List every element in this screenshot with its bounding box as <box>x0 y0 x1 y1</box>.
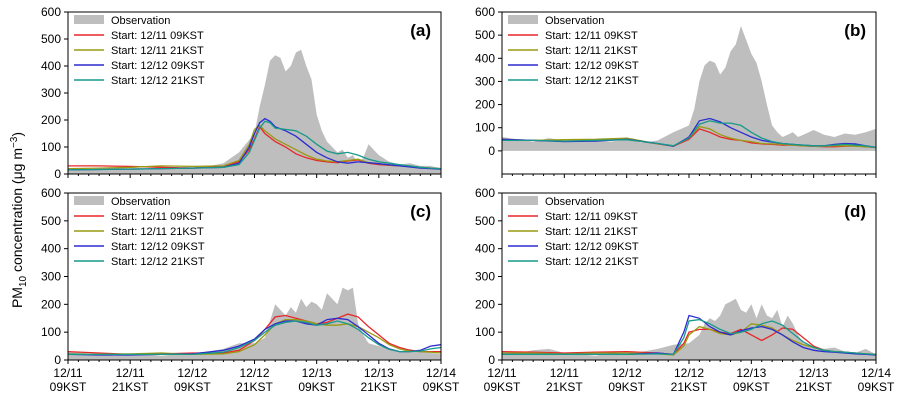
legend-swatch-observation <box>74 15 104 24</box>
x-tick-label-time: 09KST <box>608 380 645 394</box>
x-tick-label-date: 12/12 <box>177 366 207 380</box>
panel-3: 010020030040050060012/1109KST12/1121KST1… <box>475 186 895 394</box>
legend-label-series: Start: 12/12 09KST <box>545 241 639 253</box>
x-tick-label-time: 09KST <box>423 380 460 394</box>
x-tick-label-date: 12/14 <box>861 366 891 380</box>
x-tick-label-date: 12/13 <box>736 366 766 380</box>
panel-2: 010020030040050060012/1109KST12/1121KST1… <box>41 186 460 394</box>
y-tick-label: 300 <box>41 270 61 284</box>
y-tick-label: 200 <box>41 113 61 127</box>
legend-label-series: Start: 12/11 09KST <box>111 211 204 223</box>
observation-area <box>502 298 876 360</box>
y-tick-label: 400 <box>475 242 495 256</box>
legend-label-series: Start: 12/12 21KST <box>545 256 639 268</box>
series-line-3 <box>502 318 877 356</box>
y-tick-label: 200 <box>41 297 61 311</box>
y-tick-label: 300 <box>41 86 61 100</box>
y-tick-label: 0 <box>54 353 61 367</box>
y-tick-label: 200 <box>475 98 495 112</box>
y-tick-label: 600 <box>475 186 495 200</box>
legend-label-observation: Observation <box>545 196 604 208</box>
y-tick-label: 100 <box>475 325 495 339</box>
x-tick-label-time: 09KST <box>50 380 87 394</box>
y-tick-label: 300 <box>475 74 495 88</box>
legend-label-series: Start: 12/11 09KST <box>545 30 638 42</box>
x-tick-label-time: 09KST <box>733 380 770 394</box>
y-tick-label: 500 <box>41 214 61 228</box>
series-line-3 <box>502 120 877 149</box>
legend-label-series: Start: 12/12 09KST <box>111 60 205 72</box>
panel-label: (b) <box>844 21 866 40</box>
y-tick-label: 400 <box>475 51 495 65</box>
legend-label-observation: Observation <box>111 196 170 208</box>
x-tick-label-time: 09KST <box>858 380 895 394</box>
observation-area <box>502 25 876 151</box>
y-tick-label: 600 <box>475 5 495 19</box>
legend-label-series: Start: 12/12 09KST <box>111 241 205 253</box>
x-tick-label-date: 12/11 <box>550 366 579 380</box>
x-tick-label-date: 12/12 <box>612 366 642 380</box>
x-tick-label-date: 12/12 <box>239 366 269 380</box>
x-tick-label-time: 09KST <box>174 380 211 394</box>
y-tick-label: 200 <box>475 297 495 311</box>
y-tick-label: 300 <box>475 270 495 284</box>
legend-label-series: Start: 12/11 09KST <box>111 30 204 42</box>
y-axis-label: PM10 concentration (μg m−3) <box>9 132 29 308</box>
panel-label: (a) <box>410 21 431 40</box>
series-line-3 <box>67 120 442 171</box>
legend-swatch-observation <box>508 196 538 205</box>
y-tick-label: 100 <box>475 121 495 135</box>
legend-label-observation: Observation <box>111 15 170 27</box>
x-tick-label-date: 12/13 <box>364 366 394 380</box>
x-tick-label-date: 12/13 <box>302 366 332 380</box>
legend-swatch-observation <box>74 196 104 205</box>
y-tick-label: 100 <box>41 140 61 154</box>
x-tick-label-date: 12/11 <box>53 366 82 380</box>
x-tick-label-time: 21KST <box>795 380 832 394</box>
x-tick-label-time: 21KST <box>236 380 273 394</box>
legend-label-observation: Observation <box>545 15 604 27</box>
series-line-2 <box>67 117 442 171</box>
x-tick-label-time: 21KST <box>360 380 397 394</box>
legend-label-series: Start: 12/11 21KST <box>545 226 638 238</box>
y-tick-label: 600 <box>41 186 61 200</box>
legend-label-series: Start: 12/11 09KST <box>545 211 638 223</box>
legend-label-series: Start: 12/11 21KST <box>545 45 638 57</box>
legend-label-series: Start: 12/11 21KST <box>111 45 204 57</box>
x-tick-label-date: 12/13 <box>799 366 829 380</box>
x-tick-label-time: 21KST <box>112 380 149 394</box>
legend-swatch-observation <box>508 15 538 24</box>
x-tick-label-date: 12/12 <box>674 366 704 380</box>
legend-label-series: Start: 12/12 21KST <box>111 75 205 87</box>
y-tick-label: 100 <box>41 325 61 339</box>
x-tick-label-time: 21KST <box>546 380 583 394</box>
x-tick-label-date: 12/11 <box>116 366 145 380</box>
legend-label-series: Start: 12/11 21KST <box>111 226 204 238</box>
y-tick-label: 600 <box>41 5 61 19</box>
y-tick-label: 500 <box>475 28 495 42</box>
panel-label: (c) <box>410 202 431 221</box>
y-tick-label: 400 <box>41 59 61 73</box>
x-tick-label-time: 09KST <box>298 380 335 394</box>
x-tick-label-date: 12/14 <box>426 366 456 380</box>
x-tick-label-date: 12/11 <box>487 366 516 380</box>
legend-label-series: Start: 12/12 21KST <box>545 75 639 87</box>
y-tick-label: 500 <box>41 32 61 46</box>
panel-label: (d) <box>844 202 866 221</box>
observation-area <box>68 49 441 174</box>
legend-label-series: Start: 12/12 09KST <box>545 60 639 72</box>
x-tick-label-time: 21KST <box>671 380 708 394</box>
y-tick-label: 500 <box>475 214 495 228</box>
y-tick-label: 0 <box>54 167 61 181</box>
series-line-3 <box>68 320 442 356</box>
y-tick-label: 400 <box>41 242 61 256</box>
observation-area <box>68 287 441 360</box>
y-tick-label: 0 <box>488 353 495 367</box>
y-tick-label: 0 <box>488 144 495 158</box>
panel-0: 0 100 200 300 400 500 600 Observation Start: 12/… <box>41 5 442 181</box>
panel-1: 0 100 200 300 400 500 600 Observation Start: 12/… <box>475 5 877 178</box>
x-tick-label-time: 09KST <box>484 380 521 394</box>
legend-label-series: Start: 12/12 21KST <box>111 256 205 268</box>
